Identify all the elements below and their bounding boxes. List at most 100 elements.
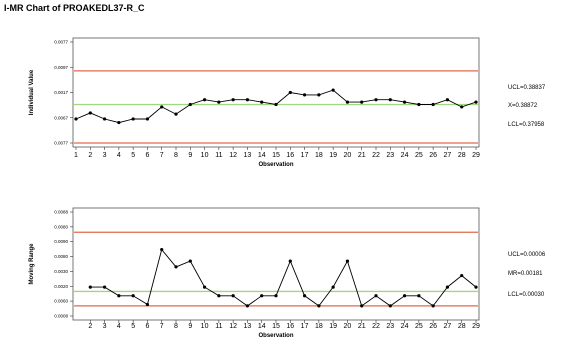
data-point-individual bbox=[74, 117, 78, 121]
x-tick-label-moving-range: 5 bbox=[131, 323, 135, 330]
chart-title: I-MR Chart of PROAKEDL37-R_C bbox=[4, 3, 145, 13]
data-point-individual bbox=[288, 90, 292, 95]
x-tick-label-individual: 14 bbox=[258, 152, 266, 159]
data-point-individual bbox=[117, 120, 121, 125]
data-point-individual bbox=[260, 100, 264, 104]
control-limit-label-moving-range: MR=0.00181 bbox=[508, 271, 543, 277]
data-point-individual bbox=[217, 100, 221, 104]
data-point-moving-range bbox=[102, 285, 107, 289]
x-tick-label-individual: 4 bbox=[117, 152, 121, 159]
y-axis-label-individual: Individual Value bbox=[29, 69, 35, 115]
control-limit-label-individual: UCL=0.38837 bbox=[508, 85, 546, 91]
x-tick-label-individual: 8 bbox=[174, 152, 178, 159]
y-axis-label-moving-range: Moving Range bbox=[29, 243, 35, 285]
data-point-individual bbox=[331, 88, 335, 92]
x-tick-label-moving-range: 25 bbox=[415, 323, 423, 330]
x-tick-label-moving-range: 28 bbox=[458, 323, 466, 330]
x-tick-label-individual: 7 bbox=[160, 152, 164, 159]
control-limit-label-moving-range: UCL=0.00006 bbox=[508, 252, 546, 258]
x-tick-label-moving-range: 12 bbox=[229, 323, 237, 330]
x-tick-label-individual: 12 bbox=[229, 152, 237, 159]
x-tick-label-moving-range: 16 bbox=[286, 323, 294, 330]
data-point-moving-range bbox=[88, 285, 92, 289]
data-point-moving-range bbox=[317, 304, 321, 308]
x-tick-label-individual: 17 bbox=[301, 152, 309, 159]
x-tick-label-individual: 21 bbox=[358, 152, 366, 159]
x-tick-label-moving-range: 29 bbox=[472, 323, 480, 330]
data-point-individual bbox=[402, 100, 407, 104]
x-tick-label-individual: 9 bbox=[188, 152, 192, 159]
control-limit-label-individual: LCL=0.37958 bbox=[508, 122, 545, 128]
data-point-individual bbox=[202, 98, 207, 102]
x-tick-label-moving-range: 9 bbox=[188, 323, 192, 330]
x-tick-label-individual: 22 bbox=[372, 152, 380, 159]
x-tick-label-individual: 26 bbox=[429, 152, 437, 159]
y-tick-label-individual: 0.0017 bbox=[54, 90, 68, 95]
data-point-individual bbox=[474, 100, 478, 104]
data-point-moving-range bbox=[260, 294, 264, 298]
x-tick-label-moving-range: 24 bbox=[401, 323, 409, 330]
y-tick-label-moving-range: 0.0060 bbox=[54, 299, 68, 304]
y-tick-label-individual: 0.0077 bbox=[54, 40, 68, 45]
data-point-individual bbox=[131, 117, 135, 121]
data-point-moving-range bbox=[231, 294, 235, 298]
x-tick-label-individual: 3 bbox=[103, 152, 107, 159]
data-point-moving-range bbox=[417, 294, 421, 298]
data-point-moving-range bbox=[160, 247, 164, 252]
data-point-individual bbox=[345, 100, 350, 104]
y-tick-label-moving-range: 0.0020 bbox=[54, 284, 68, 289]
plot-frame-individual bbox=[72, 37, 480, 148]
data-point-individual bbox=[245, 98, 250, 102]
data-point-moving-range bbox=[188, 259, 192, 263]
x-tick-label-moving-range: 21 bbox=[358, 323, 366, 330]
y-tick-label-moving-range: 0.0090 bbox=[54, 239, 68, 244]
x-tick-label-individual: 23 bbox=[386, 152, 394, 159]
data-point-moving-range bbox=[202, 285, 207, 289]
x-tick-label-individual: 13 bbox=[244, 152, 252, 159]
y-tick-label-moving-range: 0.0080 bbox=[54, 254, 68, 259]
data-point-moving-range bbox=[402, 294, 407, 298]
data-point-individual bbox=[274, 102, 278, 107]
data-point-individual bbox=[88, 111, 92, 115]
x-tick-label-moving-range: 26 bbox=[429, 323, 437, 330]
data-point-moving-range bbox=[460, 273, 464, 278]
x-tick-label-individual: 1 bbox=[74, 152, 78, 159]
y-tick-label-individual: 0.0097 bbox=[54, 65, 68, 70]
data-point-moving-range bbox=[331, 285, 335, 289]
data-point-moving-range bbox=[431, 304, 435, 308]
data-point-moving-range bbox=[131, 294, 135, 298]
y-tick-label-moving-range: 0.0008 bbox=[54, 314, 68, 319]
x-tick-label-individual: 20 bbox=[344, 152, 352, 159]
x-tick-label-moving-range: 19 bbox=[329, 323, 337, 330]
x-tick-label-individual: 6 bbox=[145, 152, 149, 159]
x-tick-label-individual: 24 bbox=[401, 152, 409, 159]
data-point-individual bbox=[188, 102, 192, 107]
data-point-individual bbox=[317, 93, 321, 97]
x-tick-label-moving-range: 3 bbox=[103, 323, 107, 330]
x-tick-label-moving-range: 11 bbox=[215, 323, 222, 330]
data-point-moving-range bbox=[117, 294, 121, 298]
x-tick-label-moving-range: 6 bbox=[145, 323, 149, 330]
x-tick-label-individual: 25 bbox=[415, 152, 423, 159]
x-tick-label-individual: 16 bbox=[286, 152, 294, 159]
y-tick-label-moving-range: 0.0080 bbox=[54, 224, 68, 229]
x-tick-label-moving-range: 4 bbox=[117, 323, 121, 330]
x-tick-label-moving-range: 27 bbox=[444, 323, 452, 330]
x-tick-label-individual: 15 bbox=[272, 152, 280, 159]
x-tick-label-individual: 29 bbox=[472, 152, 480, 159]
x-tick-label-individual: 18 bbox=[315, 152, 323, 159]
data-point-individual bbox=[431, 102, 435, 107]
data-point-individual bbox=[160, 105, 164, 109]
x-tick-label-individual: 11 bbox=[215, 152, 222, 159]
y-tick-label-moving-range: 0.0030 bbox=[54, 269, 68, 274]
data-point-individual bbox=[102, 117, 107, 121]
x-tick-label-moving-range: 23 bbox=[386, 323, 394, 330]
plot-frame-moving-range bbox=[72, 207, 480, 321]
data-point-moving-range bbox=[245, 304, 250, 308]
data-point-individual bbox=[460, 105, 464, 109]
y-tick-label-moving-range: 0.0088 bbox=[54, 210, 68, 215]
x-tick-label-individual: 28 bbox=[458, 152, 466, 159]
data-point-moving-range bbox=[217, 294, 221, 298]
